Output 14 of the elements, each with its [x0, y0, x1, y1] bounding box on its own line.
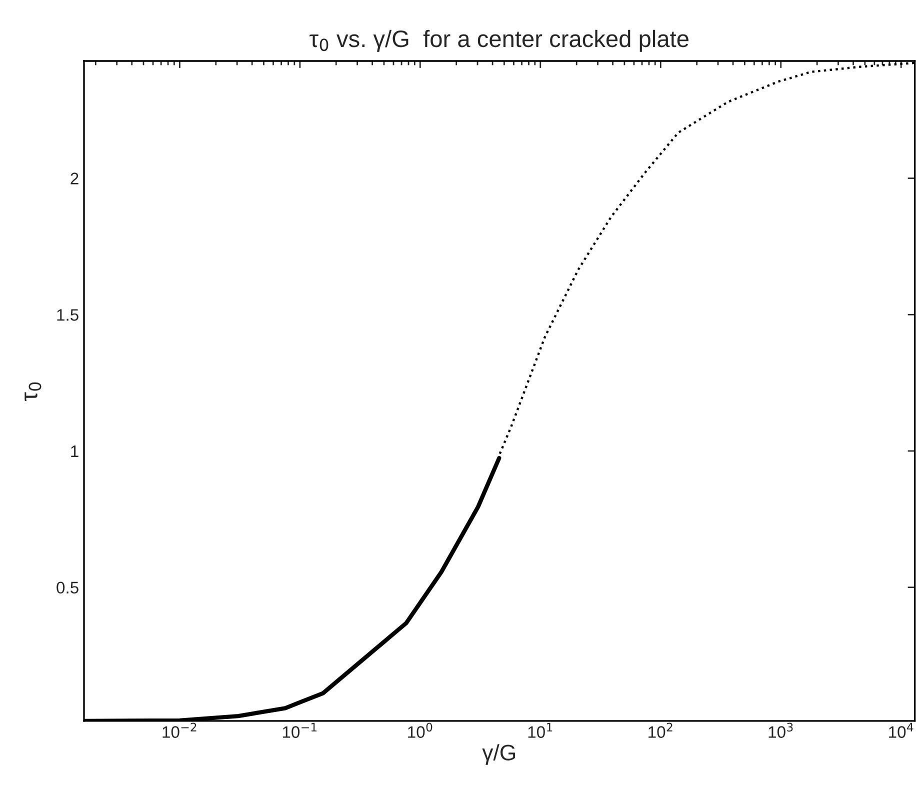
x-tick-label: 10$^{0}$ — [408, 722, 432, 738]
y-tick-label: 2 — [70, 172, 78, 184]
y-axis-title: τ$_{0}$ — [24, 382, 42, 402]
y-tick-label: 1.5 — [57, 309, 78, 321]
x-tick-label: 10$^{3}$ — [768, 722, 793, 738]
y-tick-label: 0.5 — [56, 582, 78, 594]
y-tick-label: 1 — [71, 446, 78, 458]
x-axis-title: γ/G — [482, 744, 516, 765]
x-tick-label: 10$^{−2}$ — [162, 722, 196, 738]
chart-title: τ$_{0}$ vs. γ/G for a center cracked plate — [310, 30, 688, 52]
x-tick-label: 10$^{2}$ — [648, 722, 672, 738]
x-tick-label: 10$^{4}$ — [889, 722, 914, 738]
x-tick-label: 10$^{−1}$ — [282, 722, 316, 738]
x-tick-label: 10$^{1}$ — [528, 722, 552, 738]
